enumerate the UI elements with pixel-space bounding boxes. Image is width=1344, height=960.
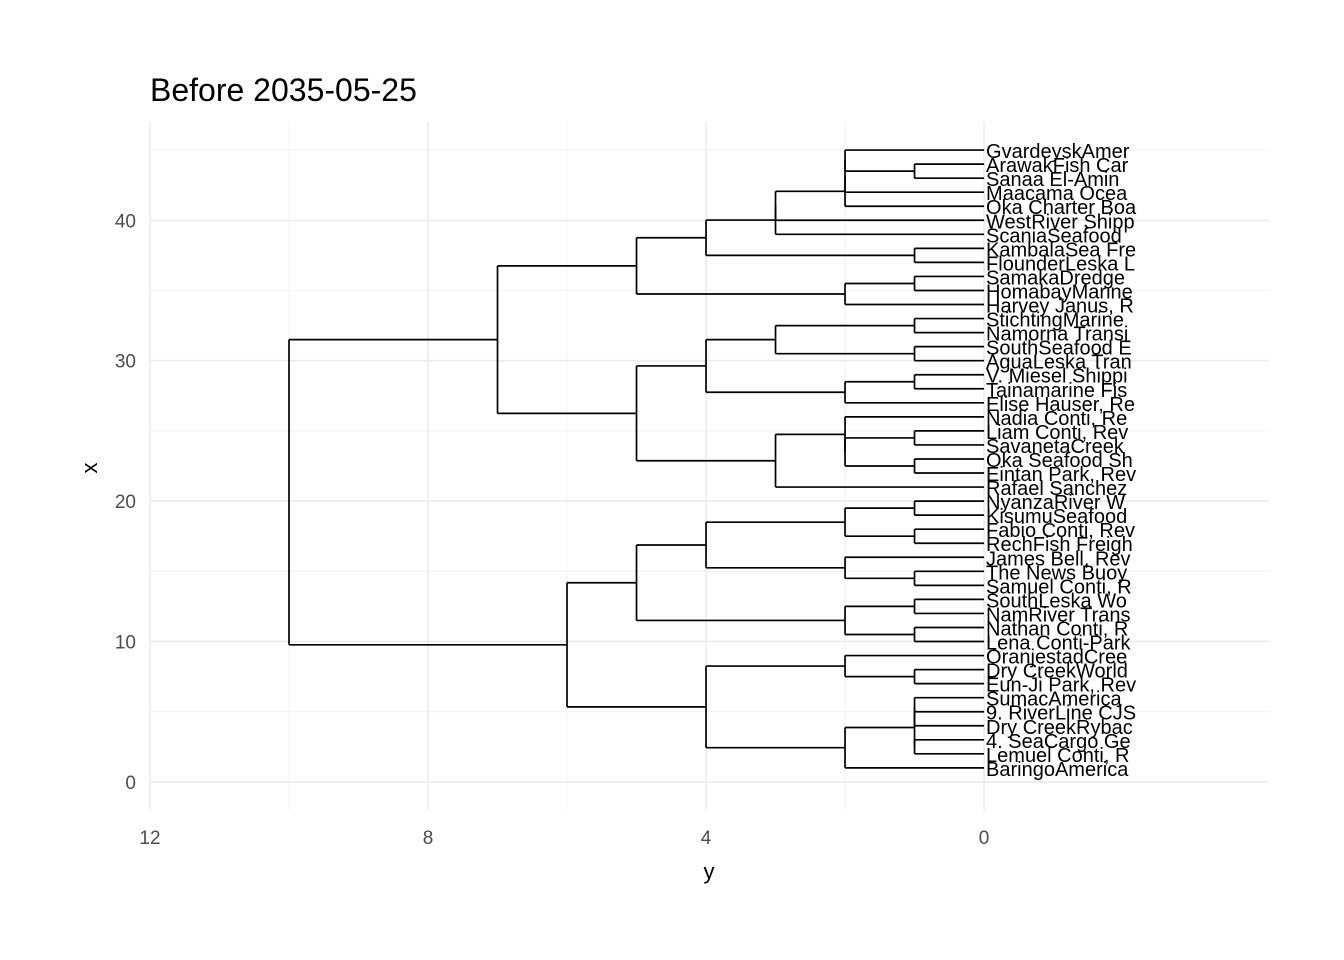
leaf-label: HomabayMarine (986, 281, 1133, 303)
leaf-label: OranjestadCree (986, 647, 1127, 669)
leaf-label: 4. SeaCargo Ge (986, 731, 1131, 753)
leaf-label: SavanetaCreek (986, 436, 1125, 458)
leaf-label: AguaLeska Tran (986, 352, 1132, 374)
leaf-label: Oka Charter Boa (986, 197, 1137, 219)
leaf-label: NyanzaRiver W (986, 492, 1125, 514)
y-axis-title: x (77, 463, 102, 474)
branch-layer (288, 149, 985, 769)
y-tick-label: 20 (115, 492, 136, 513)
leaf-label: Elise Hauser, Re (986, 394, 1135, 416)
x-tick-label: 0 (979, 828, 990, 849)
leaf-label: FlounderLeska L (986, 253, 1135, 275)
leaf-label: Nathan Conti, R (986, 618, 1128, 640)
leaf-label: GvardeyskAmer (986, 141, 1130, 163)
y-tick-label: 0 (125, 773, 136, 794)
leaf-label: Samuel Conti, R (986, 576, 1132, 598)
leaf-label: RechFish Freigh (986, 534, 1133, 556)
leaf-label: BaringoAmerica (986, 759, 1129, 781)
y-tick-label: 10 (115, 633, 136, 654)
chart-title: Before 2035-05-25 (150, 72, 417, 108)
leaf-label: Harvey Janus, R (986, 296, 1134, 318)
y-tick-label: 30 (115, 352, 136, 373)
leaf-label: ArawakFish Car (986, 155, 1129, 177)
leaf-label: SamakaDredge (986, 267, 1125, 289)
leaf-label: WestRiver Shipp (986, 211, 1135, 233)
leaf-label: Lena Conti-Park (986, 633, 1132, 655)
leaf-label: Eintan Park, Rev (986, 464, 1136, 486)
leaf-label: James Bell, Rev (986, 548, 1131, 570)
leaf-label: Fabio Conti, Rev (986, 520, 1135, 542)
leaf-label: Dry CreekWorld (986, 661, 1128, 683)
leaf-label: NamRiver Trans (986, 604, 1130, 626)
leaf-label: Rafael Sanchez (986, 478, 1127, 500)
leaf-label: V. Miesel Shippi (986, 366, 1128, 388)
leaf-label: KisumuSeafood (986, 506, 1127, 528)
leaf-label: SouthLeska Wo (986, 590, 1127, 612)
leaf-label: SumacAmerica (986, 689, 1122, 711)
y-tick-label: 40 (115, 211, 136, 232)
leaf-label: Lemuel Conti, R (986, 745, 1129, 767)
leaf-label: SouthSeafood E (986, 338, 1132, 360)
leaf-label: ScaniaSeafood (986, 225, 1122, 247)
leaf-label: KambalaSea Fre (986, 239, 1136, 261)
leaf-label: Nadia Conti, Re (986, 408, 1127, 430)
leaf-label: Oka Seafood Sh (986, 450, 1133, 472)
leaf-label: StichtingMarine (986, 310, 1124, 332)
leaf-label: Maacama Ocea (986, 183, 1128, 205)
leaf-label: Dry CreekRybac (986, 717, 1133, 739)
leaf-label: The News Buoy (986, 562, 1127, 584)
x-tick-label: 8 (423, 828, 434, 849)
x-axis-title: y (704, 859, 715, 884)
x-tick-label: 4 (701, 828, 712, 849)
leaf-label: Namorna Transi (986, 324, 1128, 346)
leaf-label: Liam Conti, Rev (986, 422, 1128, 444)
leaf-label: Tainamarine Fis (986, 380, 1127, 402)
leaf-label: Eun-Ji Park, Rev (986, 675, 1136, 697)
leaf-label: 9. RiverLine CJS (986, 703, 1136, 725)
leaf-label: Sanaa El-Amin (986, 169, 1119, 191)
x-tick-label: 12 (139, 828, 160, 849)
